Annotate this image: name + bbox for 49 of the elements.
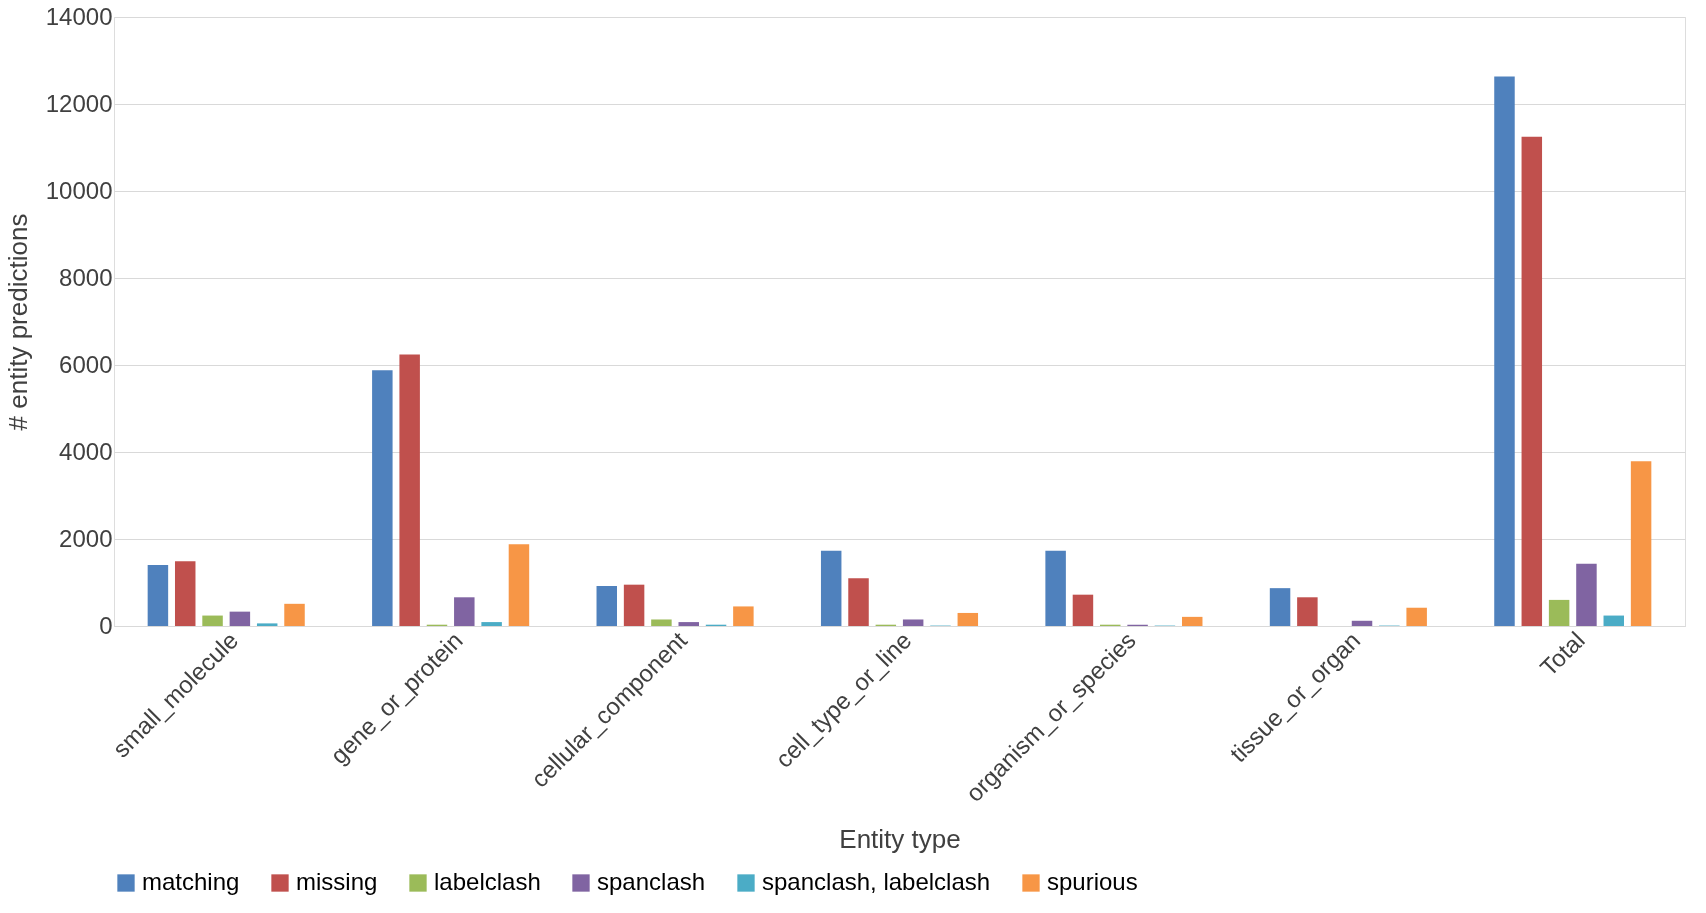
bar xyxy=(1045,550,1066,626)
bar xyxy=(1406,607,1427,626)
bar xyxy=(284,603,305,626)
bar xyxy=(147,565,169,626)
y-axis-title: # entity predictions xyxy=(2,213,33,431)
bar xyxy=(1521,136,1543,626)
bar xyxy=(1072,594,1094,626)
y-tick-label: 2000 xyxy=(59,524,113,552)
bar xyxy=(820,550,842,626)
bar xyxy=(481,622,502,626)
legend-label: spurious xyxy=(1047,868,1138,895)
bar xyxy=(1603,615,1625,626)
legend-label: missing xyxy=(296,868,378,895)
y-tick-label: 10000 xyxy=(45,176,113,204)
bar xyxy=(902,619,924,626)
y-tick-label: 4000 xyxy=(59,437,113,465)
bar xyxy=(256,623,278,626)
bar xyxy=(1494,76,1515,626)
bar xyxy=(1576,563,1597,626)
y-tick-label: 8000 xyxy=(59,263,113,291)
bar xyxy=(372,370,393,626)
bar xyxy=(229,611,251,626)
x-axis-title: Entity type xyxy=(839,823,961,854)
bar xyxy=(1181,616,1203,626)
legend-label: spanclash, labelclash xyxy=(762,868,991,895)
bar xyxy=(1351,620,1373,626)
legend-label: matching xyxy=(142,868,240,895)
bar xyxy=(1269,588,1291,626)
bar xyxy=(1548,599,1570,626)
bar xyxy=(454,597,475,626)
y-tick-label: 12000 xyxy=(45,89,113,117)
bar xyxy=(651,619,672,626)
bar xyxy=(1297,597,1318,626)
bar xyxy=(678,622,699,626)
bar xyxy=(957,612,979,626)
bar xyxy=(623,584,645,626)
y-tick-label: 6000 xyxy=(59,350,113,378)
bar xyxy=(1630,461,1652,626)
bar xyxy=(596,585,618,626)
legend-label: labelclash xyxy=(434,868,541,895)
bar xyxy=(399,354,420,626)
bar xyxy=(733,606,754,626)
y-tick-label: 14000 xyxy=(45,2,113,30)
bar xyxy=(508,544,530,626)
bar xyxy=(174,561,196,626)
y-tick-label: 0 xyxy=(99,611,113,639)
bar xyxy=(202,615,223,626)
legend-label: spanclash xyxy=(597,868,706,895)
bar xyxy=(848,578,869,626)
